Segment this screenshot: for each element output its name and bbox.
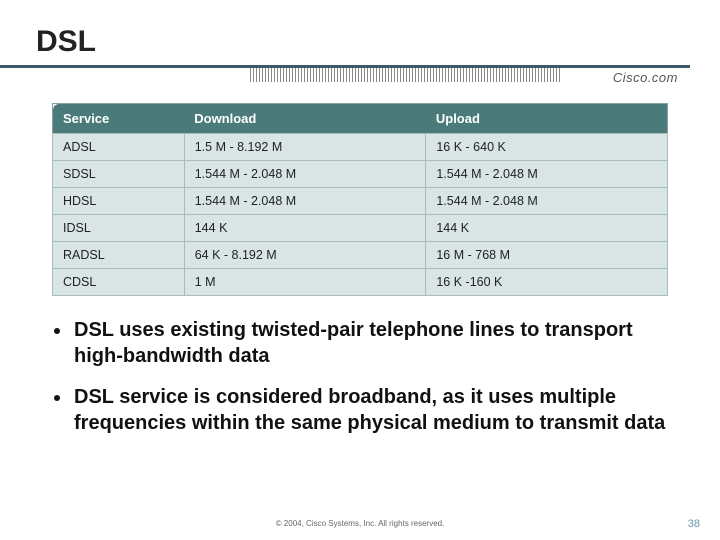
table-header-row: Service Download Upload xyxy=(53,104,668,134)
page-title: DSL xyxy=(36,25,690,59)
cell: CDSL xyxy=(53,269,185,296)
bullet-item: DSL service is considered broadband, as … xyxy=(72,385,670,436)
page-number: 38 xyxy=(688,518,700,530)
table-row: IDSL 144 K 144 K xyxy=(53,215,668,242)
cell: SDSL xyxy=(53,161,185,188)
cell: 16 M - 768 M xyxy=(426,242,668,269)
col-service: Service xyxy=(53,104,185,134)
cell: 1.5 M - 8.192 M xyxy=(184,134,426,161)
cell: 16 K -160 K xyxy=(426,269,668,296)
table-body: ADSL 1.5 M - 8.192 M 16 K - 640 K SDSL 1… xyxy=(53,134,668,296)
table-row: RADSL 64 K - 8.192 M 16 M - 768 M xyxy=(53,242,668,269)
cell: IDSL xyxy=(53,215,185,242)
cell: 1.544 M - 2.048 M xyxy=(184,161,426,188)
cisco-logo: Cisco.com xyxy=(613,70,678,85)
header-divider: Cisco.com xyxy=(0,65,690,85)
bullet-item: DSL uses existing twisted-pair telephone… xyxy=(72,318,670,369)
divider-ticks xyxy=(250,68,560,82)
cell: ADSL xyxy=(53,134,185,161)
col-upload: Upload xyxy=(426,104,668,134)
copyright-footer: © 2004, Cisco Systems, Inc. All rights r… xyxy=(0,519,720,528)
cell: 1.544 M - 2.048 M xyxy=(426,188,668,215)
cell: 1 M xyxy=(184,269,426,296)
table-row: HDSL 1.544 M - 2.048 M 1.544 M - 2.048 M xyxy=(53,188,668,215)
dsl-table-wrap: Service Download Upload ADSL 1.5 M - 8.1… xyxy=(52,103,668,296)
dsl-table: Service Download Upload ADSL 1.5 M - 8.1… xyxy=(52,103,668,296)
cell: 1.544 M - 2.048 M xyxy=(426,161,668,188)
bullet-list: DSL uses existing twisted-pair telephone… xyxy=(30,318,690,436)
cell: HDSL xyxy=(53,188,185,215)
col-download: Download xyxy=(184,104,426,134)
table-row: ADSL 1.5 M - 8.192 M 16 K - 640 K xyxy=(53,134,668,161)
cell: RADSL xyxy=(53,242,185,269)
cell: 144 K xyxy=(426,215,668,242)
slide-container: DSL Cisco.com Service Download Upload AD… xyxy=(0,0,720,540)
cell: 1.544 M - 2.048 M xyxy=(184,188,426,215)
table-row: CDSL 1 M 16 K -160 K xyxy=(53,269,668,296)
cell: 144 K xyxy=(184,215,426,242)
cell: 64 K - 8.192 M xyxy=(184,242,426,269)
cell: 16 K - 640 K xyxy=(426,134,668,161)
table-row: SDSL 1.544 M - 2.048 M 1.544 M - 2.048 M xyxy=(53,161,668,188)
